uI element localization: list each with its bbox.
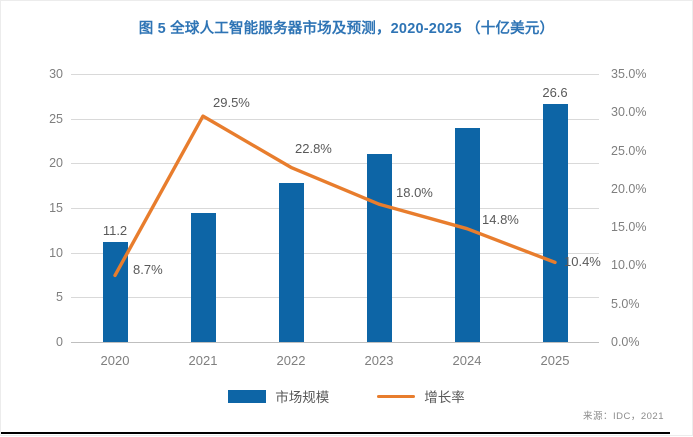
gridline — [71, 208, 599, 209]
source-note: 来源：IDC，2021 — [583, 411, 664, 422]
left-axis-tick: 10 — [49, 245, 63, 260]
bar-value-label: 26.6 — [542, 85, 568, 101]
right-axis-tick: 25.0% — [611, 143, 647, 158]
x-axis-label: 2023 — [364, 353, 394, 368]
x-axis-label: 2022 — [276, 353, 306, 368]
legend-label-growth-rate: 增长率 — [424, 390, 465, 405]
x-axis-label: 2021 — [188, 353, 218, 368]
bar — [366, 154, 392, 342]
left-axis-tick: 25 — [49, 111, 63, 126]
right-axis-tick: 10.0% — [611, 258, 647, 273]
x-axis-label: 2024 — [452, 353, 482, 368]
bar — [542, 104, 568, 342]
right-axis-tick: 15.0% — [611, 220, 647, 235]
bar — [102, 241, 128, 342]
x-axis-label: 2020 — [100, 353, 130, 368]
growth-line — [113, 114, 557, 278]
x-axis-label: 2025 — [540, 353, 570, 368]
bar — [190, 213, 216, 342]
right-axis-tick: 20.0% — [611, 181, 647, 196]
growth-point-label: 10.4% — [564, 254, 601, 270]
left-axis-tick: 0 — [56, 335, 63, 349]
right-axis-tick: 30.0% — [611, 105, 647, 120]
gridline — [71, 252, 599, 254]
legend-item-market-size: 市场规模 — [228, 386, 329, 406]
bottom-rule — [1, 432, 670, 434]
legend: 市场规模 增长率 — [1, 386, 692, 406]
bar-value-label: 11.2 — [102, 222, 128, 238]
growth-point-label: 14.8% — [482, 211, 519, 227]
chart-title: 图 5 全球人工智能服务器市场及预测，2020-2025 （十亿美元） — [138, 21, 555, 37]
left-axis-tick: 5 — [56, 290, 63, 305]
right-axis-tick: 0.0% — [611, 335, 640, 349]
growth-point-label: 29.5% — [213, 95, 250, 111]
right-axis-tick: 35.0% — [611, 67, 647, 81]
gridline — [71, 297, 599, 299]
bar — [454, 127, 480, 342]
left-axis-tick: 15 — [49, 201, 63, 215]
growth-point-label: 8.7% — [133, 262, 163, 278]
legend-label-market-size: 市场规模 — [275, 390, 330, 405]
left-axis-tick: 30 — [49, 67, 63, 81]
legend-item-growth-rate: 增长率 — [377, 386, 465, 406]
gridline — [71, 163, 599, 165]
line-series-swatch — [377, 394, 416, 398]
right-axis-tick: 5.0% — [611, 296, 640, 311]
growth-point-label: 18.0% — [396, 185, 433, 201]
gridline — [71, 342, 599, 343]
growth-point-label: 22.8% — [295, 141, 332, 157]
bar-series-swatch — [228, 389, 267, 403]
left-axis-tick: 20 — [49, 156, 63, 171]
gridline — [71, 118, 599, 120]
gridline — [71, 74, 599, 75]
bar — [278, 182, 304, 342]
